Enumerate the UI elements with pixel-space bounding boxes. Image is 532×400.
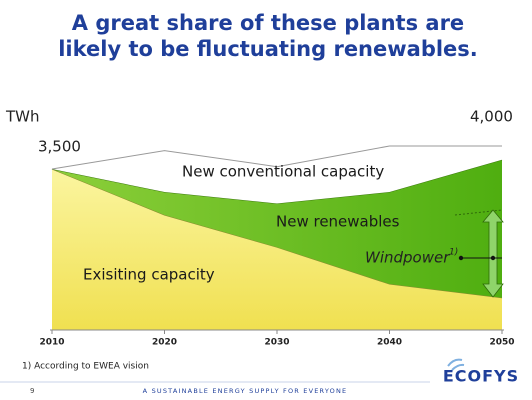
- logo-swoosh: [447, 358, 465, 371]
- area-fill: [52, 159, 502, 298]
- x-tick-label: 2050: [489, 338, 514, 348]
- wind-arrow: [482, 209, 504, 298]
- annotation: 4,000: [470, 108, 513, 126]
- x-tick-label: 2010: [39, 338, 64, 348]
- title-line: likely to be fluctuating renewables.: [58, 37, 478, 61]
- area-label: New conventional capacity: [182, 163, 384, 181]
- area-edge: [51, 145, 502, 170]
- area-fill: [52, 169, 502, 330]
- wind-dot: [458, 255, 464, 261]
- area-fill: [52, 146, 502, 204]
- plot: 2010 2020 2030 2040 2050 Exisiting capacity Ne…: [38, 108, 515, 348]
- annotation: Windpower: [365, 249, 450, 267]
- title-line: A great share of these plants are: [72, 11, 464, 35]
- wind-dot: [490, 255, 496, 261]
- logo: ECOFYS: [443, 367, 519, 386]
- x-tick-label: 2020: [152, 338, 177, 348]
- annotation: 1): [449, 248, 458, 258]
- page-number: 9: [30, 387, 34, 395]
- x-tick-label: 2030: [264, 338, 289, 348]
- x-tick-label: 2040: [377, 338, 402, 348]
- area-label: New renewables: [276, 213, 400, 231]
- annotation: 3,500: [38, 138, 81, 156]
- area-label: Exisiting capacity: [83, 266, 215, 284]
- footnote: 1) According to EWEA vision: [22, 362, 149, 372]
- tagline: A SUSTAINABLE ENERGY SUPPLY FOR EVERYONE: [143, 387, 348, 395]
- y-axis-label: TWh: [5, 108, 40, 126]
